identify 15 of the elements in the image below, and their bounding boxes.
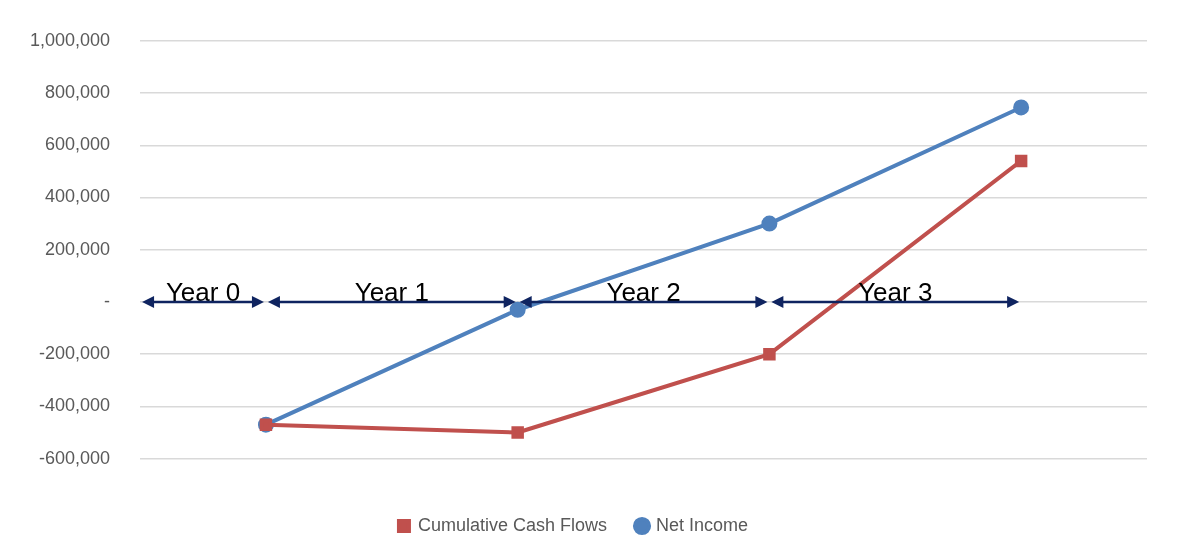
legend-label: Cumulative Cash Flows bbox=[417, 514, 608, 535]
y-tick-label: -600,000 bbox=[39, 447, 111, 468]
annotation: Year 3 bbox=[858, 276, 933, 307]
legend-label: Net Income bbox=[656, 514, 749, 535]
y-tick-label: 1,000,000 bbox=[30, 29, 111, 50]
annotation: Year 0 bbox=[165, 276, 241, 307]
y-tick-label: 800,000 bbox=[45, 81, 111, 102]
y-tick-label: 200,000 bbox=[45, 238, 111, 259]
y-tick-label: -200,000 bbox=[39, 343, 111, 364]
y-tick-label: - bbox=[104, 290, 111, 311]
annotation: Year 2 bbox=[606, 276, 681, 307]
y-tick-label: -400,000 bbox=[39, 395, 111, 416]
annotation: Year 1 bbox=[354, 276, 429, 307]
y-tick-label: 400,000 bbox=[45, 186, 111, 207]
y-tick-label: 600,000 bbox=[45, 134, 111, 155]
